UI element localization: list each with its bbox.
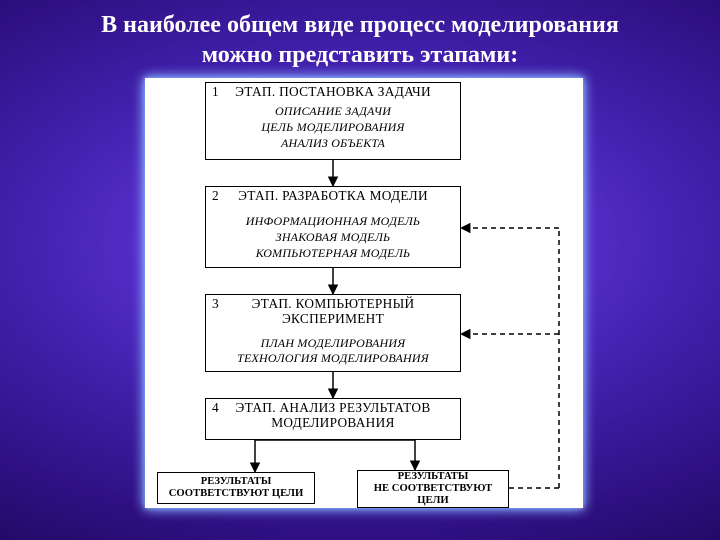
result-box-1: РЕЗУЛЬТАТЫСООТВЕТСТВУЮТ ЦЕЛИ (157, 472, 315, 504)
stage-num: 2 (212, 188, 219, 204)
stage-num: 1 (212, 84, 219, 100)
result-box-2: РЕЗУЛЬТАТЫНЕ СООТВЕТСТВУЮТЦЕЛИ (357, 470, 509, 508)
slide-heading: В наиболее общем виде процесс моделирова… (0, 10, 720, 70)
stage-title: ЭТАП. РАЗРАБОТКА МОДЕЛИ (206, 187, 460, 203)
heading-line-1: В наиболее общем виде процесс моделирова… (0, 10, 720, 40)
stage-body: ИНФОРМАЦИОННАЯ МОДЕЛЬЗНАКОВАЯ МОДЕЛЬКОМП… (206, 215, 460, 260)
flowchart-canvas: 1ЭТАП. ПОСТАНОВКА ЗАДАЧИ ОПИСАНИЕ ЗАДАЧИЦ… (145, 78, 583, 508)
stage-num: 3 (212, 296, 219, 312)
heading-line-2: можно представить этапами: (0, 40, 720, 70)
stage-3: 3ЭТАП. КОМПЬЮТЕРНЫЙЭКСПЕРИМЕНТ ПЛАН МОДЕЛ… (205, 294, 461, 372)
stage-title: ЭТАП. АНАЛИЗ РЕЗУЛЬТАТОВМОДЕЛИРОВАНИЯ (206, 399, 460, 431)
canvas-wrap: 1ЭТАП. ПОСТАНОВКА ЗАДАЧИ ОПИСАНИЕ ЗАДАЧИЦ… (145, 78, 583, 508)
stage-num: 4 (212, 400, 219, 416)
stage-title: ЭТАП. ПОСТАНОВКА ЗАДАЧИ (206, 83, 460, 99)
stage-title: ЭТАП. КОМПЬЮТЕРНЫЙЭКСПЕРИМЕНТ (206, 295, 460, 327)
stage-body: ПЛАН МОДЕЛИРОВАНИЯТЕХНОЛОГИЯ МОДЕЛИРОВАН… (206, 337, 460, 367)
stage-2: 2ЭТАП. РАЗРАБОТКА МОДЕЛИ ИНФОРМАЦИОННАЯ М… (205, 186, 461, 268)
stage-body: ОПИСАНИЕ ЗАДАЧИЦЕЛЬ МОДЕЛИРОВАНИЯАНАЛИЗ … (206, 105, 460, 150)
stage-4: 4ЭТАП. АНАЛИЗ РЕЗУЛЬТАТОВМОДЕЛИРОВАНИЯ (205, 398, 461, 440)
stage-1: 1ЭТАП. ПОСТАНОВКА ЗАДАЧИ ОПИСАНИЕ ЗАДАЧИЦ… (205, 82, 461, 160)
